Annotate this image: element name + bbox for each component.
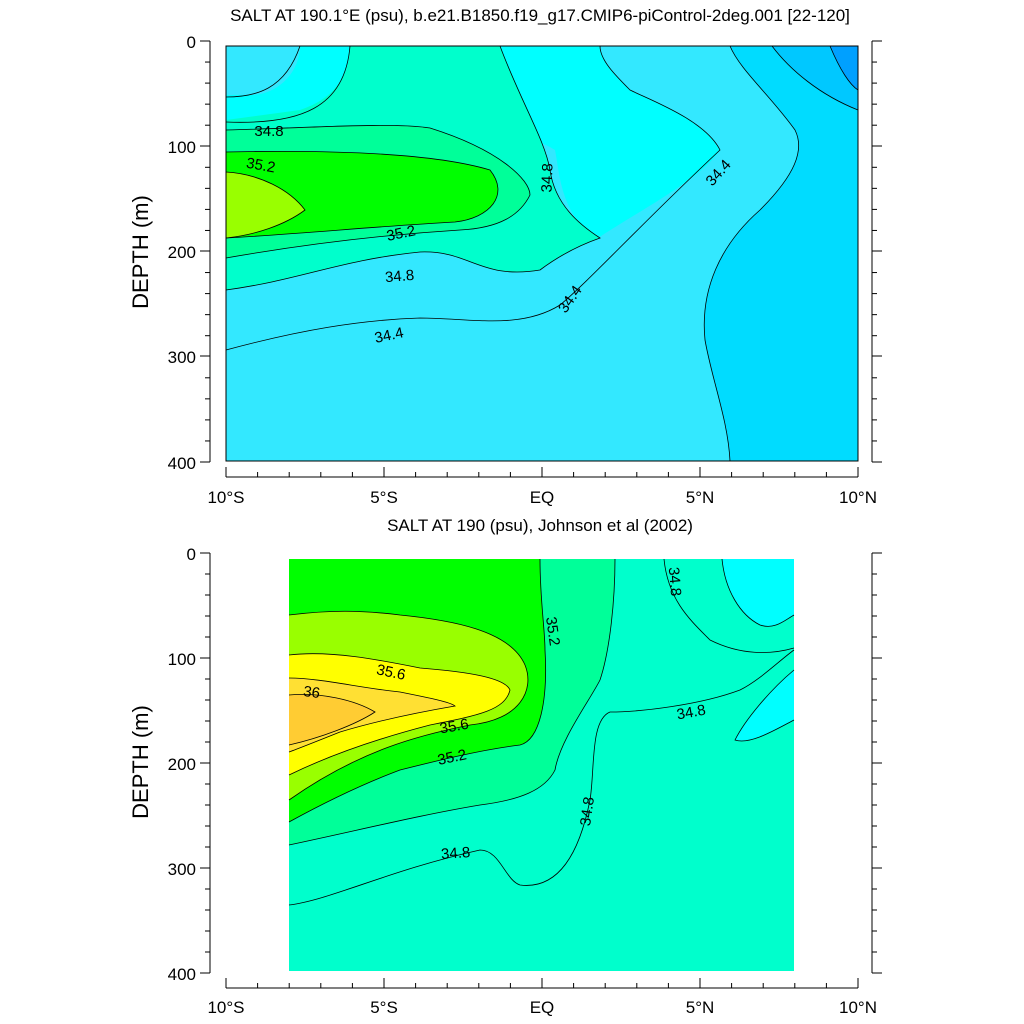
top-y-ticks [200, 40, 882, 463]
top-band-east-lower [772, 46, 858, 110]
bottom-y-tick-labels: 0 100 200 300 400 [168, 545, 196, 984]
top-y-tick-labels: 0 100 200 300 400 [168, 33, 196, 473]
y-tick-label: 100 [168, 650, 196, 669]
top-contour-line [829, 45, 859, 91]
top-plot-frame [225, 45, 859, 462]
x-tick-label: 10°S [207, 488, 244, 507]
top-contour-label: 35.2 [245, 155, 277, 177]
x-tick-label: 10°N [839, 998, 877, 1017]
top-contour-label: 34.8 [538, 163, 556, 193]
x-tick-label: 5°S [370, 488, 398, 507]
x-tick-label: EQ [530, 488, 555, 507]
y-tick-label: 400 [168, 965, 196, 984]
bottom-contour-line [288, 677, 456, 753]
top-contour-line [225, 125, 531, 259]
bottom-contour-label: 36 [302, 683, 321, 702]
bottom-plot-area: 35.6 36 35.6 35.2 35.2 34.8 34.8 34.8 34… [288, 558, 795, 971]
top-band-east-low [704, 46, 858, 461]
y-tick-label: 200 [168, 243, 196, 262]
y-tick-label: 0 [187, 545, 196, 564]
top-contour-line [225, 45, 601, 291]
top-contour-labels: 34.8 35.2 35.2 34.8 34.4 34.8 34.4 34.4 [245, 123, 735, 347]
bottom-contour-label: 34.8 [665, 566, 684, 597]
bottom-contour-label: 34.8 [675, 702, 707, 724]
bottom-x-ticks [225, 978, 859, 988]
y-tick-label: 100 [168, 138, 196, 157]
bottom-contour-line [288, 653, 511, 776]
bottom-band-fresh-e [735, 670, 794, 741]
y-tick-label: 400 [168, 454, 196, 473]
bottom-contour-label: 35.2 [542, 616, 563, 647]
bottom-contour-line [288, 610, 529, 801]
bottom-panel: SALT AT 190 (psu), Johnson et al (2002) [128, 516, 882, 1017]
top-contour-label: 35.2 [385, 222, 417, 245]
bottom-contour-line [288, 649, 795, 906]
bottom-contour-label: 35.6 [438, 716, 470, 738]
top-contour-line [225, 45, 351, 123]
x-tick-label: EQ [530, 998, 555, 1017]
bottom-contour-line [288, 558, 546, 823]
y-tick-label: 200 [168, 755, 196, 774]
bottom-band-36 [289, 694, 375, 745]
bottom-contour-label: 35.6 [375, 661, 407, 684]
minor-ticks [205, 61, 877, 988]
top-y-axis-label: DEPTH (m) [128, 195, 153, 309]
top-contour-label: 34.4 [373, 324, 405, 347]
bottom-contour-labels: 35.6 36 35.6 35.2 35.2 34.8 34.8 34.8 34… [302, 566, 707, 863]
top-contour-label: 34.8 [384, 267, 415, 286]
bottom-y-ticks [200, 552, 882, 974]
top-band-east-lowest [830, 46, 858, 90]
top-x-ticks [225, 467, 859, 477]
bottom-contour-line [288, 558, 616, 846]
bottom-contour-line [663, 558, 795, 653]
top-title: SALT AT 190.1°E (psu), b.e21.B1850.f19_g… [230, 6, 850, 25]
bottom-contour-line [288, 694, 376, 746]
top-panel: SALT AT 190.1°E (psu), b.e21.B1850.f19_g… [128, 6, 882, 507]
top-contour-line [703, 45, 799, 462]
top-contour-line [225, 45, 721, 351]
bottom-band-fresh-ne [722, 559, 794, 627]
bottom-x-tick-labels: 10°S 5°S EQ 5°N 10°N [207, 998, 877, 1017]
y-tick-label: 0 [187, 33, 196, 52]
top-x-tick-labels: 10°S 5°S EQ 5°N 10°N [207, 488, 877, 507]
x-tick-label: 5°N [686, 488, 715, 507]
top-contour-line [225, 171, 306, 239]
top-plot-area: 34.8 35.2 35.2 34.8 34.4 34.8 34.4 34.4 [225, 45, 859, 462]
y-tick-label: 300 [168, 348, 196, 367]
x-tick-label: 10°N [839, 488, 877, 507]
bottom-y-axis-label: DEPTH (m) [128, 705, 153, 819]
top-contour-line [225, 150, 499, 239]
top-contour-line [771, 45, 859, 111]
bottom-contour-line [734, 669, 795, 742]
bottom-contour-label: 34.8 [577, 796, 598, 827]
bottom-title: SALT AT 190 (psu), Johnson et al (2002) [387, 516, 693, 535]
top-contour-line [225, 45, 301, 98]
bottom-contour-label: 35.2 [436, 746, 468, 769]
y-tick-label: 300 [168, 860, 196, 879]
x-tick-label: 5°S [370, 998, 398, 1017]
bottom-contour-label: 34.8 [441, 844, 471, 863]
x-tick-label: 10°S [207, 998, 244, 1017]
x-tick-label: 5°N [686, 998, 715, 1017]
top-contour-label: 34.8 [254, 123, 283, 140]
bottom-contour-line [721, 558, 795, 627]
